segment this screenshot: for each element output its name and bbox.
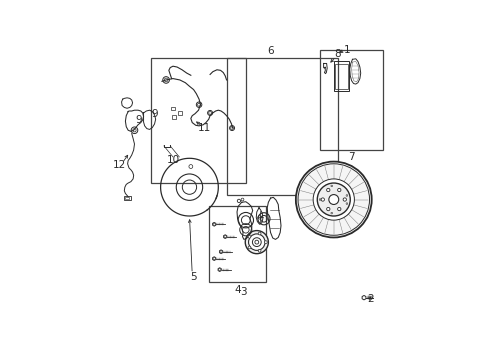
Bar <box>334 64 347 89</box>
Circle shape <box>248 234 265 250</box>
Circle shape <box>337 207 340 211</box>
Circle shape <box>317 183 349 216</box>
Circle shape <box>245 231 268 254</box>
Bar <box>170 107 175 110</box>
Text: 2: 2 <box>367 294 374 304</box>
Text: 6: 6 <box>267 46 273 56</box>
Circle shape <box>320 198 324 201</box>
Text: 9: 9 <box>151 109 157 119</box>
Bar <box>208 206 266 282</box>
Bar <box>226 58 337 195</box>
Text: 9: 9 <box>135 115 142 125</box>
Circle shape <box>313 179 354 220</box>
Circle shape <box>295 162 371 237</box>
Text: 10: 10 <box>166 156 179 166</box>
Bar <box>319 50 382 150</box>
Circle shape <box>248 235 250 238</box>
Text: 8: 8 <box>333 49 340 59</box>
Bar <box>151 58 245 183</box>
Circle shape <box>252 238 261 247</box>
Text: 7: 7 <box>348 152 354 162</box>
Circle shape <box>264 241 267 243</box>
Circle shape <box>328 195 338 205</box>
Circle shape <box>326 188 329 192</box>
Text: 3: 3 <box>239 287 246 297</box>
Circle shape <box>337 188 340 192</box>
Bar <box>177 111 182 115</box>
Circle shape <box>257 232 260 235</box>
Text: 1: 1 <box>344 45 350 55</box>
Bar <box>333 61 348 91</box>
Bar <box>171 115 176 119</box>
Circle shape <box>257 250 260 252</box>
Text: 11: 11 <box>197 123 211 133</box>
Circle shape <box>326 207 329 211</box>
Bar <box>124 196 131 200</box>
Bar <box>125 197 128 199</box>
Text: 5: 5 <box>189 272 196 282</box>
Text: 4: 4 <box>234 285 241 295</box>
Circle shape <box>342 198 346 201</box>
Text: 12: 12 <box>113 160 126 170</box>
Circle shape <box>248 246 250 249</box>
Circle shape <box>255 240 258 244</box>
